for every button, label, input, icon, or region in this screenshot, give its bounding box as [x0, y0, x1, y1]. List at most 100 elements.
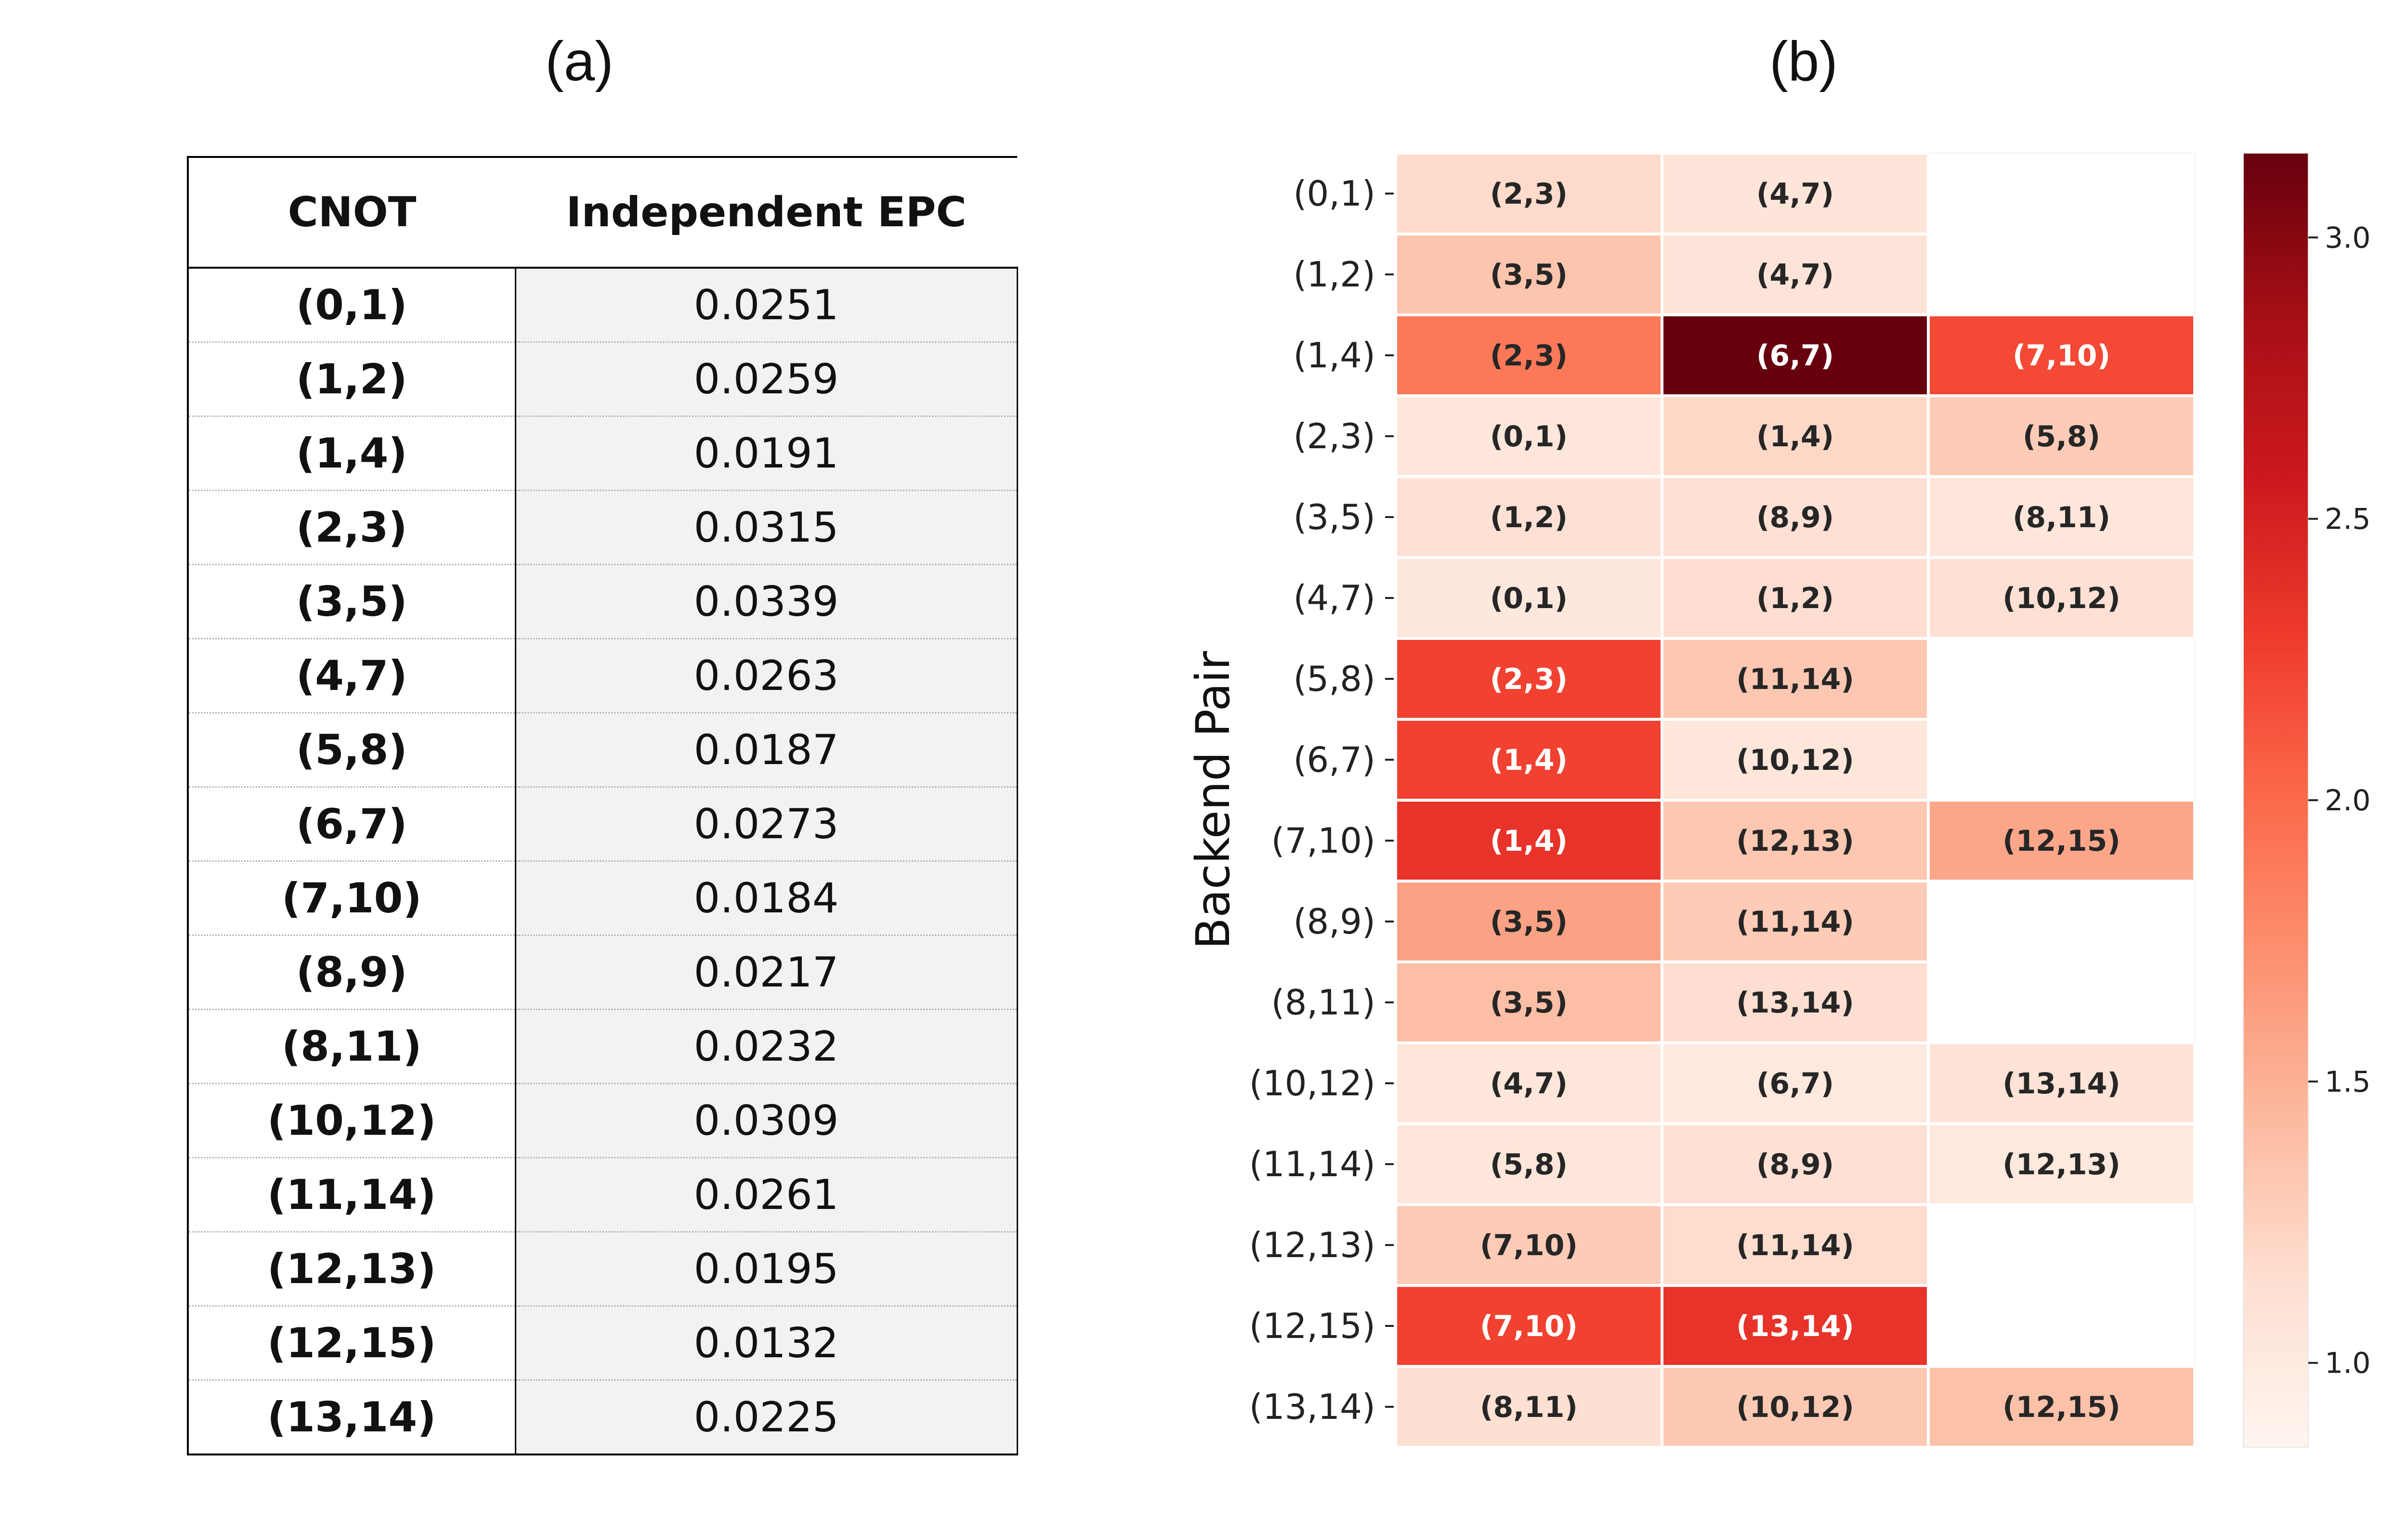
cnot-cell: (8,11) — [187, 1009, 516, 1084]
cnot-cell: (10,12) — [187, 1083, 516, 1158]
heatmap-cell-label: (8,11) — [2013, 501, 2110, 534]
y-tick-label: (6,7) — [1293, 740, 1375, 780]
table-row: (8,9) 0.0217 — [187, 935, 1018, 1010]
y-tick-label: (7,10) — [1271, 820, 1376, 861]
heatmap-cell-label: (5,8) — [1490, 1148, 1568, 1181]
heatmap-cell — [1394, 556, 1663, 640]
table-row: (10,12) 0.0309 — [187, 1083, 1018, 1158]
heatmap-cell — [1394, 394, 1663, 478]
independent-epc-cell: 0.0217 — [515, 935, 1018, 1010]
heatmap-cell-label: (6,7) — [1756, 339, 1834, 373]
heatmap-cell — [1661, 152, 1930, 235]
cnot-cell: (8,9) — [187, 935, 516, 1010]
y-tick-label: (12,15) — [1249, 1306, 1375, 1346]
heatmap-cell-label: (5,8) — [2023, 420, 2100, 454]
y-tick-label: (1,4) — [1293, 335, 1375, 376]
heatmap-cell-label: (1,4) — [1490, 743, 1568, 777]
cnot-cell: (0,1) — [187, 268, 516, 343]
table-row: (8,11) 0.0232 — [187, 1009, 1018, 1084]
independent-epc-cell: 0.0309 — [515, 1083, 1018, 1158]
heatmap-cell-label: (8,11) — [1480, 1390, 1578, 1424]
heatmap-cell-label: (2,3) — [1490, 177, 1568, 211]
heatmap-cell — [1927, 394, 2196, 478]
independent-epc-table: CNOT Independent EPC (0,1) 0.0251 (1,2) 0.0… — [187, 156, 1018, 1455]
heatmap-cell — [1927, 799, 2196, 883]
heatmap-cell — [1661, 880, 1930, 963]
independent-epc-cell: 0.0261 — [515, 1157, 1018, 1233]
heatmap-cell — [1661, 718, 1930, 802]
y-tick-label: (12,13) — [1249, 1225, 1375, 1265]
heatmap-cell-label: (11,14) — [1736, 1229, 1854, 1262]
cnot-cell: (1,2) — [187, 342, 516, 417]
independent-epc-cell: 0.0225 — [515, 1380, 1018, 1455]
panel-label-b: (b) — [1769, 30, 1838, 92]
table-row: (6,7) 0.0273 — [187, 787, 1018, 862]
table-row: (13,14) 0.0225 — [187, 1380, 1018, 1455]
heatmap-cell — [1661, 1284, 1930, 1368]
y-tick-label: (8,11) — [1271, 982, 1376, 1023]
y-tick-label: (8,9) — [1293, 901, 1375, 942]
heatmap-cell-label: (3,5) — [1490, 905, 1568, 939]
heatmap-cell — [1927, 313, 2196, 397]
table-row: (1,4) 0.0191 — [187, 416, 1018, 491]
independent-epc-cell: 0.0184 — [515, 861, 1018, 936]
heatmap-cell-label: (1,4) — [1490, 824, 1568, 858]
table-row: (12,13) 0.0195 — [187, 1232, 1018, 1307]
cnot-cell: (5,8) — [187, 713, 516, 788]
cnot-cell: (4,7) — [187, 638, 516, 714]
heatmap-cell-label: (13,14) — [2002, 1067, 2120, 1101]
y-axis-title: Backend Pair — [1186, 651, 1240, 949]
heatmap-cell — [1394, 313, 1663, 397]
independent-epc-cell: 0.0132 — [515, 1306, 1018, 1381]
cnot-cell: (1,4) — [187, 416, 516, 491]
table-row: (2,3) 0.0315 — [187, 490, 1018, 565]
heatmap-cell — [1661, 1203, 1930, 1287]
heatmap-cell-label: (4,7) — [1490, 1067, 1568, 1101]
colorbar — [2243, 153, 2309, 1448]
independent-epc-cell: 0.0251 — [515, 268, 1018, 343]
heatmap-cell-label: (10,12) — [2002, 582, 2120, 615]
heatmap-cell-label: (13,14) — [1736, 1310, 1854, 1343]
y-tick-label: (2,3) — [1293, 416, 1375, 456]
colorbar-tick-label: 2.5 — [2325, 503, 2370, 536]
heatmap-cell-label: (4,7) — [1756, 177, 1834, 211]
cnot-cell: (11,14) — [187, 1157, 516, 1233]
cnot-cell: (7,10) — [187, 861, 516, 936]
heatmap-cell-label: (3,5) — [1490, 258, 1568, 292]
column-header-independent-epc: Independent EPC — [515, 156, 1017, 269]
independent-epc-cell: 0.0232 — [515, 1009, 1018, 1084]
panel-label-a: (a) — [545, 30, 614, 92]
heatmap-cell-label: (12,13) — [1736, 824, 1854, 858]
cnot-cell: (12,15) — [187, 1306, 516, 1381]
heatmap-cell — [1661, 637, 1930, 721]
heatmap-cell — [1661, 1365, 1930, 1449]
y-tick-label: (13,14) — [1249, 1387, 1375, 1427]
table-row: (4,7) 0.0263 — [187, 638, 1018, 714]
table-row: (3,5) 0.0339 — [187, 564, 1018, 639]
heatmap-cell-label: (12,15) — [2002, 1390, 2120, 1424]
heatmap-cell — [1394, 799, 1663, 883]
table-header-row: CNOT Independent EPC — [187, 156, 1017, 269]
independent-epc-cell: 0.0315 — [515, 490, 1018, 565]
independent-epc-cell: 0.0187 — [515, 713, 1018, 788]
heatmap-cell — [1661, 475, 1930, 559]
heatmap-cell — [1394, 1041, 1663, 1125]
heatmap-cell — [1394, 1122, 1663, 1206]
heatmap-cell — [1927, 1365, 2196, 1449]
cnot-cell: (13,14) — [187, 1380, 516, 1455]
heatmap-cell — [1927, 1122, 2196, 1206]
table-row: (1,2) 0.0259 — [187, 342, 1018, 417]
cnot-cell: (12,13) — [187, 1232, 516, 1307]
table-row: (5,8) 0.0187 — [187, 713, 1018, 788]
heatmap-cell — [1927, 556, 2196, 640]
heatmap-cell — [1927, 1041, 2196, 1125]
table-row: (12,15) 0.0132 — [187, 1306, 1018, 1381]
heatmap-cell — [1394, 152, 1663, 235]
heatmap-cell-label: (1,2) — [1490, 501, 1568, 534]
heatmap-cell — [1661, 1122, 1930, 1206]
heatmap-cell-label: (4,7) — [1756, 258, 1834, 292]
table-row: (7,10) 0.0184 — [187, 861, 1018, 936]
y-tick-label: (4,7) — [1293, 578, 1375, 618]
heatmap-cell — [1661, 1041, 1930, 1125]
